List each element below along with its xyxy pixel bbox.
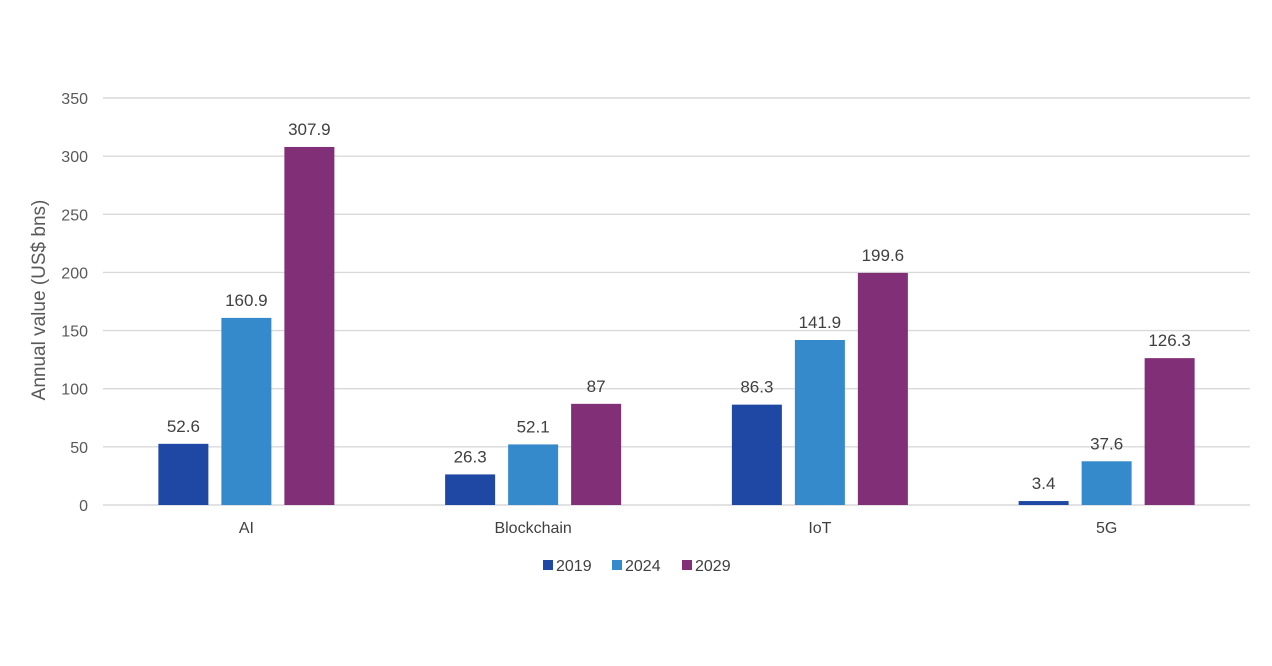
y-tick-label: 350 (61, 91, 88, 108)
data-label-5g-2019: 3.4 (1032, 474, 1056, 493)
x-axis-categories: AI Blockchain IoT 5G (239, 520, 1117, 537)
data-label-ai-2019: 52.6 (167, 417, 200, 436)
y-tick-label: 100 (61, 382, 88, 399)
x-category-label: AI (239, 520, 254, 537)
bar-blockchain-2019 (445, 474, 496, 505)
data-label-blockchain-2029: 87 (587, 377, 606, 396)
bar-ai-2024 (221, 317, 272, 505)
y-axis-ticks: 0 50 100 150 200 250 300 350 (61, 91, 88, 515)
legend-item-2029: 2029 (682, 558, 731, 575)
y-tick-label: 250 (61, 207, 88, 224)
data-label-ai-2024: 160.9 (225, 291, 268, 310)
data-label-5g-2029: 126.3 (1148, 331, 1191, 350)
legend-swatch (682, 560, 692, 570)
y-axis-title: Annual value (US$ bns) (29, 200, 50, 401)
legend-label: 2029 (695, 558, 731, 575)
bar-5g-2024 (1081, 461, 1132, 505)
bar-blockchain-2024 (508, 444, 559, 505)
gridlines (103, 97, 1250, 506)
x-category-label: IoT (808, 520, 831, 537)
data-label-5g-2024: 37.6 (1090, 434, 1123, 453)
y-tick-label: 200 (61, 265, 88, 282)
bars (158, 146, 1195, 505)
data-label-blockchain-2019: 26.3 (454, 447, 487, 466)
bar-5g-2029 (1144, 358, 1195, 505)
data-label-ai-2029: 307.9 (288, 120, 331, 139)
bar-iot-2024 (794, 339, 845, 505)
y-tick-label: 50 (70, 440, 88, 457)
bar-blockchain-2029 (571, 403, 622, 505)
data-label-iot-2019: 86.3 (740, 378, 773, 397)
data-label-blockchain-2024: 52.1 (517, 417, 550, 436)
bar-iot-2029 (857, 272, 908, 505)
data-label-iot-2029: 199.6 (862, 246, 905, 265)
legend-swatch (612, 560, 622, 570)
legend-label: 2024 (625, 558, 661, 575)
y-tick-label: 150 (61, 324, 88, 341)
legend-item-2024: 2024 (612, 558, 661, 575)
y-tick-label: 0 (79, 498, 88, 515)
x-category-label: Blockchain (494, 520, 571, 537)
legend-item-2019: 2019 (543, 558, 592, 575)
data-label-iot-2024: 141.9 (799, 313, 842, 332)
y-tick-label: 300 (61, 149, 88, 166)
bar-ai-2029 (284, 146, 335, 505)
bar-ai-2019 (158, 443, 209, 505)
legend-label: 2019 (556, 558, 592, 575)
x-category-label: 5G (1096, 520, 1117, 537)
bar-5g-2019 (1018, 501, 1069, 505)
legend-swatch (543, 560, 553, 570)
bar-iot-2019 (731, 404, 782, 505)
data-labels: 52.6 160.9 307.9 26.3 52.1 87 86.3 141.9 199.6 3.… (167, 120, 1191, 493)
legend: 2019 2024 2029 (543, 558, 731, 575)
